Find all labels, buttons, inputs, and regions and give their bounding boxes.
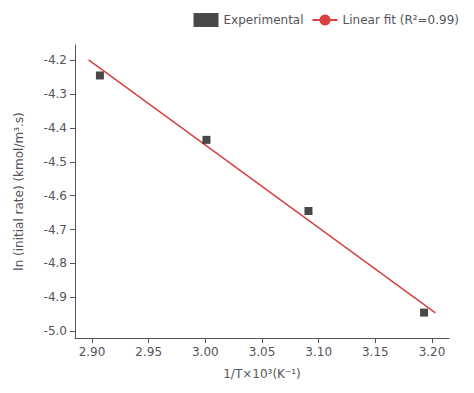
svg-text:-4.3: -4.3 [44,87,67,101]
svg-text:3.20: 3.20 [419,345,446,359]
svg-text:3.10: 3.10 [305,345,332,359]
svg-text:Linear fit (R²=0.99): Linear fit (R²=0.99) [343,13,459,27]
svg-text:2.95: 2.95 [135,345,162,359]
svg-text:-4.7: -4.7 [44,223,67,237]
svg-text:2.90: 2.90 [79,345,106,359]
svg-text:3.15: 3.15 [362,345,389,359]
svg-text:3.05: 3.05 [249,345,276,359]
svg-text:-4.4: -4.4 [44,121,67,135]
svg-text:-4.5: -4.5 [44,155,67,169]
svg-text:ln (initial rate) (kmol/m³.s): ln (initial rate) (kmol/m³.s) [12,112,26,270]
svg-text:-4.8: -4.8 [44,256,67,270]
svg-text:-5.0: -5.0 [44,324,67,338]
svg-text:1/T×10³(K⁻¹): 1/T×10³(K⁻¹) [223,367,301,381]
svg-text:-4.6: -4.6 [44,189,67,203]
svg-text:3.00: 3.00 [192,345,219,359]
svg-text:-4.9: -4.9 [44,290,67,304]
svg-text:-4.2: -4.2 [44,53,67,67]
svg-text:Experimental: Experimental [224,13,304,27]
